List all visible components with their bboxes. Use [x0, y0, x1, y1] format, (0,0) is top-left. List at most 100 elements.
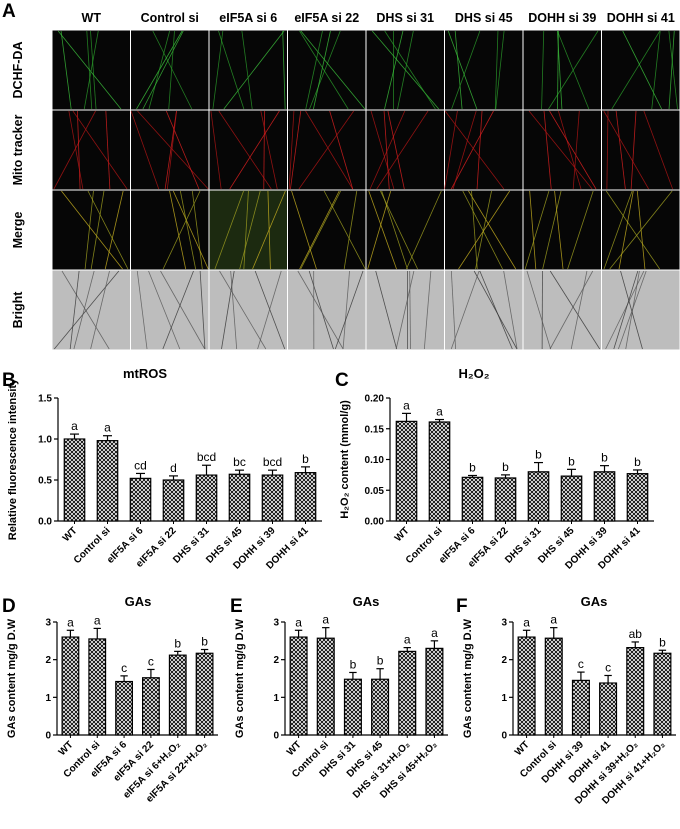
filament: [243, 190, 249, 270]
filament: [462, 190, 503, 270]
filament: [384, 30, 436, 110]
filament: [622, 30, 663, 110]
filament: [603, 190, 633, 270]
filament: [83, 30, 99, 110]
y-tick-label: 0: [273, 731, 279, 742]
column-label: eIF5A si 22: [294, 11, 359, 25]
filament: [53, 110, 96, 190]
significance-letter: a: [295, 615, 302, 629]
filament: [630, 110, 637, 190]
filament: [104, 190, 124, 270]
row-label: Mito tracker: [11, 114, 25, 185]
y-tick-label: 0: [45, 731, 51, 742]
filament: [503, 270, 518, 350]
filament: [214, 190, 244, 270]
filament: [162, 270, 194, 350]
significance-letter: b: [659, 635, 666, 649]
filament: [60, 30, 72, 110]
column-label: eIF5A si 6: [219, 11, 277, 25]
filament: [613, 270, 639, 350]
bar: [61, 636, 80, 736]
y-tick-label: 1: [273, 693, 279, 704]
filament: [473, 270, 518, 350]
filament: [380, 190, 418, 270]
filament: [221, 270, 235, 350]
significance-letter: a: [104, 421, 111, 435]
bar: [115, 680, 134, 736]
filament: [557, 30, 559, 110]
y-axis-label: GAs content mg/g D.W: [234, 618, 246, 738]
y-tick-label: 0.05: [365, 486, 385, 497]
panel-letter: D: [2, 596, 16, 617]
filament: [73, 270, 95, 350]
bar: [599, 682, 618, 736]
filament: [179, 190, 197, 270]
y-tick-label: 1.5: [38, 394, 52, 405]
filament: [136, 270, 148, 350]
significance-letter: c: [578, 657, 584, 671]
bar: [289, 636, 308, 736]
significance-letter: b: [174, 636, 181, 650]
significance-letter: a: [67, 615, 74, 629]
filament: [57, 30, 122, 110]
filament: [290, 110, 302, 190]
bar: [544, 637, 563, 736]
micrograph: [52, 190, 130, 270]
chart-title: GAs: [581, 594, 608, 609]
y-tick-label: 2: [45, 655, 51, 666]
filament: [334, 270, 364, 350]
filament: [567, 190, 594, 270]
y-tick-label: 0.10: [365, 455, 385, 466]
micrograph: [209, 190, 287, 270]
filament: [541, 30, 545, 110]
filament: [549, 110, 597, 190]
bar: [195, 474, 218, 522]
filament: [479, 270, 513, 350]
significance-letter: b: [377, 654, 384, 668]
filament: [87, 190, 129, 270]
significance-letter: c: [121, 661, 127, 675]
filament: [409, 270, 411, 350]
filament: [668, 30, 675, 110]
filament: [169, 190, 187, 270]
micrograph: [209, 270, 287, 350]
chart-title: GAs: [125, 594, 152, 609]
filament: [267, 190, 271, 270]
y-tick-label: 0.20: [365, 394, 385, 405]
bar: [593, 471, 616, 522]
filament: [450, 270, 480, 350]
micrograph: [288, 190, 366, 270]
significance-letter: b: [634, 455, 641, 469]
y-tick-label: 1.0: [38, 435, 52, 446]
filament: [199, 270, 206, 350]
filament: [383, 110, 390, 190]
filament: [570, 270, 588, 350]
filament: [61, 190, 123, 270]
filament: [282, 30, 286, 110]
bar: [626, 647, 645, 736]
significance-letter: b: [302, 452, 309, 466]
y-tick-label: 2: [501, 655, 507, 666]
micrograph: [445, 30, 523, 110]
row-label: DCHF-DA: [11, 42, 25, 99]
panel-letter: B: [2, 370, 16, 391]
y-tick-label: 0.00: [365, 517, 385, 528]
filament: [572, 110, 580, 190]
significance-letter: b: [201, 634, 208, 648]
filament: [605, 190, 661, 270]
micrograph: [288, 270, 366, 350]
filament: [620, 270, 643, 350]
filament: [558, 110, 582, 190]
column-label: DHS si 31: [376, 11, 434, 25]
filament: [615, 110, 626, 190]
filament: [618, 190, 634, 270]
filament: [528, 110, 593, 190]
filament: [137, 110, 209, 190]
bar: [88, 638, 107, 736]
bar: [398, 650, 417, 736]
filament: [423, 270, 432, 350]
bar: [371, 678, 390, 736]
filament: [397, 30, 414, 110]
filament: [212, 30, 224, 110]
filament: [69, 270, 80, 350]
